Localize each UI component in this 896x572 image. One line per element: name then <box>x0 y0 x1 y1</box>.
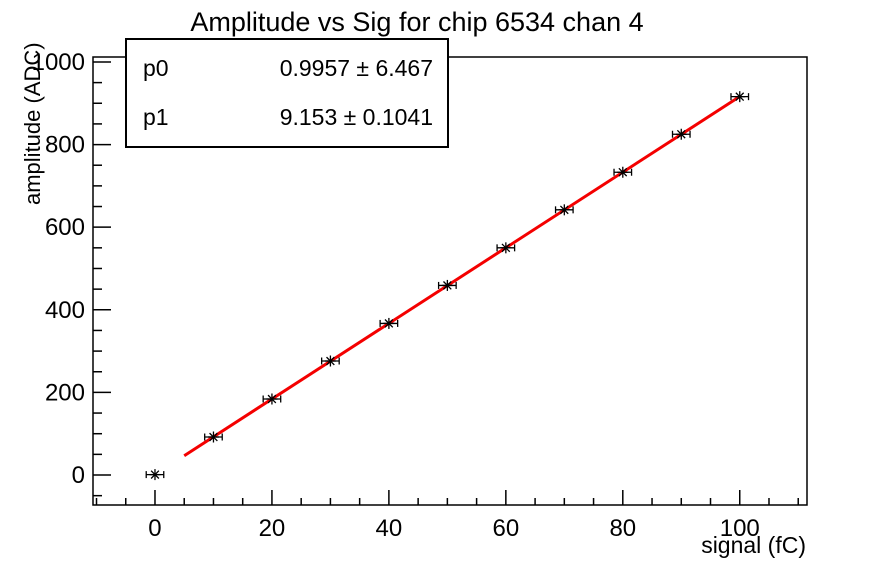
x-axis-tick-label: 40 <box>376 515 403 542</box>
x-axis-tick-label: 100 <box>720 515 760 542</box>
data-point-marker <box>267 394 277 404</box>
param-p0-name: p0 <box>143 55 169 81</box>
x-axis-tick-label: 20 <box>259 515 286 542</box>
x-axis-tick-label: 60 <box>492 515 519 542</box>
data-point-marker <box>443 281 452 290</box>
data-point-marker <box>326 356 335 366</box>
x-axis-tick-label: 80 <box>609 515 636 542</box>
data-point-marker <box>384 319 394 328</box>
plot-frame <box>92 56 808 506</box>
fit-line <box>183 95 741 457</box>
y-axis-tick-label: 1000 <box>32 49 85 76</box>
y-axis-tick-label: 600 <box>45 214 85 241</box>
y-axis-tick-label: 200 <box>45 379 85 406</box>
data-point-marker <box>618 167 628 177</box>
data-point-marker <box>676 129 686 139</box>
y-axis-tick-label: 0 <box>72 462 85 489</box>
param-p0-value: 0.9957 ± 6.467 <box>279 55 433 81</box>
stat-row-p0: p0 0.9957 ± 6.467 <box>127 55 447 82</box>
chart-title: Amplitude vs Sig for chip 6534 chan 4 <box>190 7 644 37</box>
param-p1-value: 9.153 ± 0.1041 <box>279 104 433 130</box>
data-point-marker <box>559 205 569 215</box>
y-axis-tick-label: 400 <box>45 297 85 324</box>
data-point-marker <box>735 92 745 102</box>
data-point-marker <box>150 470 160 479</box>
x-axis-tick-label: 0 <box>148 515 161 542</box>
fit-stats-box: p0 0.9957 ± 6.467 p1 9.153 ± 0.1041 <box>125 38 449 148</box>
data-point-marker <box>209 432 218 442</box>
x-axis-title: signal (fC) <box>701 532 806 558</box>
y-axis-title: amplitude (ADC) <box>20 42 45 205</box>
stat-row-p1: p1 9.153 ± 0.1041 <box>127 104 447 131</box>
y-axis-tick-label: 800 <box>45 132 85 159</box>
param-p1-name: p1 <box>143 104 169 130</box>
data-point-marker <box>501 243 511 253</box>
